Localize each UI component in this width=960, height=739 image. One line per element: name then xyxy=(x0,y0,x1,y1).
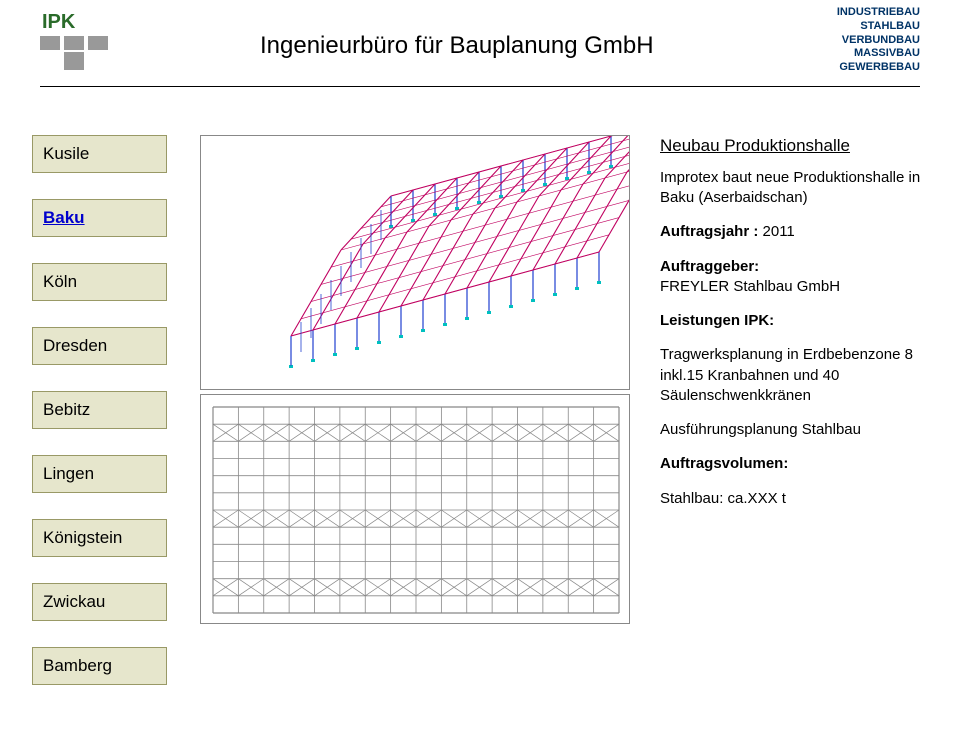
project-item-lingen[interactable]: Lingen xyxy=(32,455,167,493)
volume-value: Stahlbau: ca.XXX t xyxy=(660,489,930,509)
service-item: INDUSTRIEBAU xyxy=(837,6,920,20)
services-label: Leistungen IPK: xyxy=(660,311,930,331)
project-details: Neubau Produktionshalle Improtex baut ne… xyxy=(660,135,930,523)
diagram-plan xyxy=(200,394,630,624)
project-description: Improtex baut neue Produktionshalle in B… xyxy=(660,168,930,209)
service-item: VERBUNDBAU xyxy=(837,34,920,48)
year-value: 2011 xyxy=(763,223,795,240)
project-sidebar: Kusile Baku Köln Dresden Bebitz Lingen Königst… xyxy=(32,135,167,711)
services-text-1: Tragwerksplanung in Erdbebenzone 8 inkl.… xyxy=(660,345,930,406)
diagram-isometric xyxy=(200,135,630,390)
client-value: FREYLER Stahlbau GmbH xyxy=(660,277,930,297)
project-item-bebitz[interactable]: Bebitz xyxy=(32,391,167,429)
project-item-dresden[interactable]: Dresden xyxy=(32,327,167,365)
header: IPK Ingenieurbüro für Bauplanung GmbH IN… xyxy=(0,0,960,90)
project-item-zwickau[interactable]: Zwickau xyxy=(32,583,167,621)
header-divider xyxy=(40,86,920,87)
service-item: STAHLBAU xyxy=(837,20,920,34)
service-item: GEWERBEBAU xyxy=(837,61,920,75)
volume-label: Auftragsvolumen: xyxy=(660,454,930,474)
project-item-kusile[interactable]: Kusile xyxy=(32,135,167,173)
content: Kusile Baku Köln Dresden Bebitz Lingen Königst… xyxy=(0,115,960,739)
project-item-bamberg[interactable]: Bamberg xyxy=(32,647,167,685)
year-label: Auftragsjahr : xyxy=(660,223,758,240)
project-title: Neubau Produktionshalle xyxy=(660,135,930,158)
project-item-baku[interactable]: Baku xyxy=(32,199,167,237)
client-label: Auftraggeber: xyxy=(660,257,930,277)
diagram-area xyxy=(200,135,630,628)
logo-text: IPK xyxy=(42,11,76,33)
project-item-köln[interactable]: Köln xyxy=(32,263,167,301)
service-item: MASSIVBAU xyxy=(837,47,920,61)
project-item-königstein[interactable]: Königstein xyxy=(32,519,167,557)
services-text-2: Ausführungsplanung Stahlbau xyxy=(660,420,930,440)
services-list: INDUSTRIEBAU STAHLBAU VERBUNDBAU MASSIVB… xyxy=(837,6,920,75)
company-title: Ingenieurbüro für Bauplanung GmbH xyxy=(260,32,654,60)
logo: IPK xyxy=(40,10,110,75)
